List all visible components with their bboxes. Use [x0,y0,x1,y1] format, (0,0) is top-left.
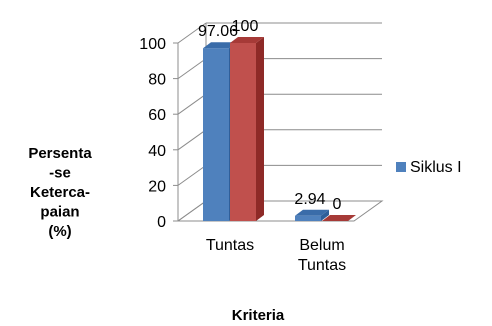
bar-front [230,43,256,221]
y-tick-label: 20 [148,178,166,195]
y-tick-label: 60 [148,107,166,124]
x-axis-categories: Tuntas Belum Tuntas [206,237,346,274]
bars [203,37,356,221]
y-tick-label: 0 [157,214,166,231]
x-category-label: Tuntas [206,237,254,254]
x-axis-title: Kriteria [232,307,285,324]
bar-front [295,215,321,221]
bar-top [203,42,237,49]
gridline-connector [177,164,207,186]
x-category-label: Belum [299,237,344,254]
bar-top [322,215,356,221]
gridline-connector [177,58,207,80]
bar [322,215,356,221]
legend-swatch [396,162,406,172]
legend: Siklus I [396,159,462,176]
y-axis-title-line: paian [40,204,79,221]
y-tick-label: 40 [148,143,166,160]
gridline-connector [177,93,207,115]
bar [295,209,329,221]
y-axis-title-line: -se [49,165,71,182]
bar-top [230,37,264,43]
legend-entry: Siklus I [410,159,462,176]
data-label: 100 [232,18,259,35]
data-label: 97.06 [198,23,238,40]
bar [230,37,264,221]
y-axis-title-line: Keterca- [30,184,90,201]
y-axis-title-line: Persenta [28,145,92,162]
y-axis-title-line: (%) [48,223,71,240]
gridline-connector [177,22,207,44]
bar-side [321,209,329,221]
bar-front [203,48,229,221]
y-tick-label: 80 [148,72,166,89]
bar-top [295,209,329,216]
data-label: 2.94 [294,191,325,208]
data-label: 0 [333,196,342,213]
y-axis-title: Persenta -se Keterca-paian (%) [28,145,92,240]
gridline-connector [177,129,207,151]
bar-side [256,37,264,221]
x-category-label: Tuntas [298,257,346,274]
y-tick-label: 100 [139,36,166,53]
y-axis: 0 20 40 60 80 100 [139,36,179,231]
